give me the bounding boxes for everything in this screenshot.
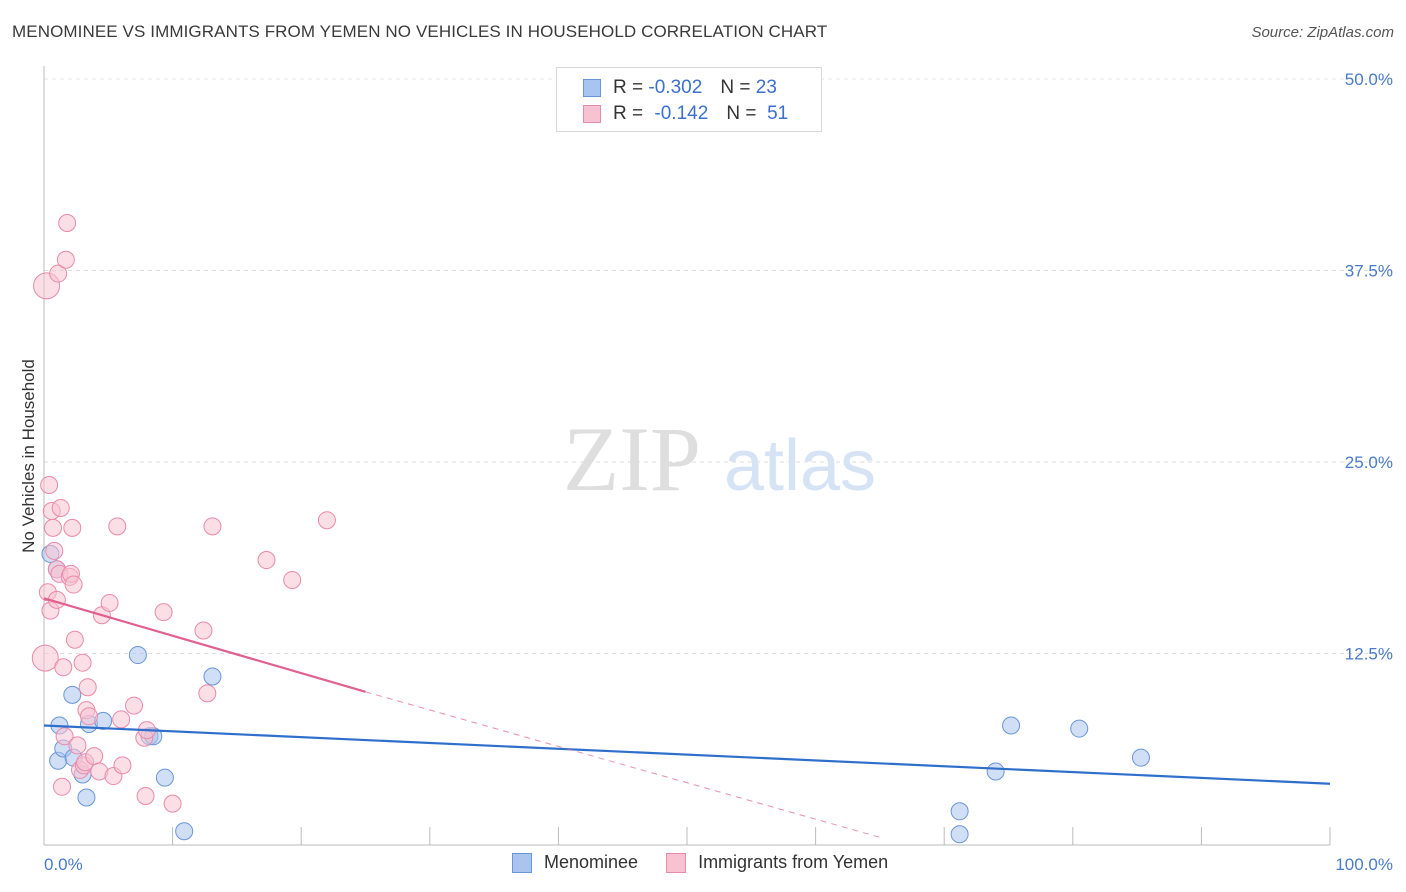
- legend-r-value: -0.302: [648, 77, 703, 98]
- data-point: [58, 214, 77, 233]
- data-point: [65, 630, 84, 649]
- y-tick-label: 25.0%: [1345, 453, 1393, 472]
- legend-item-yemen: Immigrants from Yemen: [666, 852, 888, 873]
- legend-swatch-yemen: [583, 105, 601, 123]
- data-point: [1002, 716, 1021, 735]
- data-point: [317, 511, 336, 530]
- chart-title: MENOMINEE VS IMMIGRANTS FROM YEMEN NO VE…: [12, 22, 828, 41]
- data-point: [53, 777, 72, 796]
- data-point: [78, 678, 97, 697]
- data-point: [44, 518, 63, 537]
- data-point: [125, 696, 144, 715]
- legend-swatch-yemen: [666, 852, 687, 873]
- data-point: [194, 621, 213, 640]
- legend-n-label: N =: [726, 103, 757, 124]
- data-point: [85, 747, 104, 766]
- series-yemen: [31, 214, 336, 813]
- data-point: [77, 788, 96, 807]
- trend-line-yemen: [43, 597, 366, 693]
- axes: [43, 66, 1331, 846]
- data-point: [55, 727, 74, 746]
- data-point: [54, 658, 73, 677]
- watermark-atlas: atlas: [724, 426, 876, 506]
- data-point: [128, 646, 147, 665]
- data-point: [40, 475, 59, 494]
- legend-r-label: R =: [613, 77, 644, 98]
- data-point: [112, 710, 131, 729]
- legend-n-value: 23: [755, 77, 777, 98]
- y-axis-label: No Vehicles in Household: [19, 359, 38, 553]
- legend-row-menominee: R = -0.302 N = 23: [583, 76, 777, 100]
- data-point: [63, 518, 82, 537]
- legend-item-menominee: Menominee: [512, 852, 638, 873]
- legend-label-yemen: Immigrants from Yemen: [698, 852, 889, 872]
- legend-n-value: 51: [767, 103, 789, 124]
- trend-lines: [43, 597, 1331, 838]
- data-point: [203, 667, 222, 686]
- legend-row-yemen: R = -0.142 N = 51: [583, 102, 788, 126]
- legend-r-label: R =: [613, 103, 644, 124]
- trend-extension-yemen: [365, 691, 881, 838]
- data-point: [113, 756, 132, 775]
- watermark: ZIP atlas: [563, 408, 876, 510]
- legend-n-label: N =: [720, 77, 751, 98]
- trend-line-menominee: [43, 724, 1331, 785]
- y-tick-label: 12.5%: [1345, 645, 1393, 664]
- data-point: [68, 736, 87, 755]
- data-point: [155, 768, 174, 787]
- data-point: [49, 264, 68, 283]
- data-points: [31, 214, 1150, 844]
- legend-label-menominee: Menominee: [544, 852, 639, 872]
- data-point: [950, 802, 969, 821]
- x-tick-label-max: 100.0%: [1335, 855, 1393, 874]
- data-point: [100, 593, 119, 612]
- data-point: [51, 498, 70, 517]
- data-point: [283, 570, 302, 589]
- grid-lines: [44, 78, 1392, 654]
- data-point: [257, 551, 276, 570]
- data-point: [31, 644, 59, 672]
- data-point: [80, 707, 99, 726]
- data-point: [64, 575, 83, 594]
- data-point: [1070, 719, 1089, 738]
- data-point: [154, 603, 173, 622]
- series-legend: Menominee Immigrants from Yemen: [512, 852, 916, 873]
- legend-swatch-menominee: [512, 852, 532, 873]
- x-tick-label-min: 0.0%: [44, 855, 83, 874]
- data-point: [1131, 748, 1150, 767]
- watermark-zip: ZIP: [563, 408, 701, 510]
- source-credit: Source: ZipAtlas.com: [1251, 24, 1394, 41]
- legend-swatch-menominee: [583, 79, 601, 97]
- data-point: [986, 762, 1005, 781]
- data-point: [163, 794, 182, 813]
- x-tick-labels: 0.0% 100.0%: [44, 855, 1393, 874]
- data-point: [175, 822, 194, 841]
- data-point: [950, 825, 969, 844]
- legend-r-value: -0.142: [654, 103, 709, 124]
- data-point: [56, 250, 75, 269]
- data-point: [198, 684, 217, 703]
- y-tick-label: 50.0%: [1345, 70, 1393, 89]
- data-point: [45, 541, 64, 560]
- y-tick-labels: 12.5% 25.0% 37.5% 50.0%: [1345, 70, 1393, 664]
- correlation-legend: R = -0.302 N = 23 R = -0.142 N = 51: [556, 67, 822, 132]
- y-tick-label: 37.5%: [1345, 262, 1393, 281]
- data-point: [136, 786, 155, 805]
- data-point: [63, 685, 82, 704]
- data-point: [108, 517, 127, 536]
- data-point: [73, 653, 92, 672]
- data-point: [203, 517, 222, 536]
